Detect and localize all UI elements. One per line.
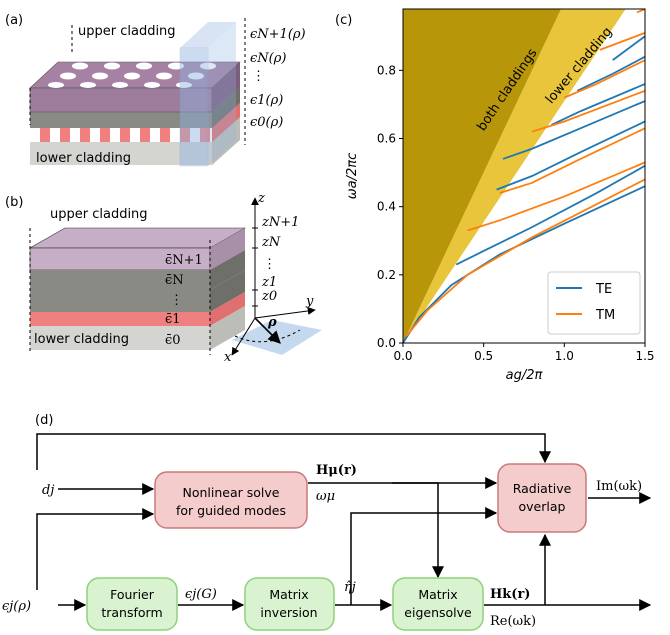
- y-tick-label: 0.0: [377, 336, 396, 350]
- x-axis-label: x: [224, 350, 232, 365]
- tm-band-1: [405, 178, 646, 337]
- panel-d: (d) Nonlinear solve for guided modes: [2, 413, 652, 631]
- xy-plane: [232, 320, 322, 355]
- panel-b-label: (b): [5, 195, 23, 210]
- eps-N1-label-a: ϵN+1(ρ): [250, 27, 306, 42]
- x-tick-label: 0.5: [474, 349, 493, 363]
- y-tick-label: 0.8: [377, 63, 396, 77]
- svg-text:Matrix: Matrix: [418, 587, 457, 602]
- eps-bar-0-label: ϵ̄0: [165, 333, 181, 348]
- zN1-label: zN+1: [261, 215, 299, 230]
- y-axis-title: ωa/2πc: [345, 153, 360, 199]
- H-mu-label: Hμ(r): [316, 463, 357, 478]
- svg-text:Radiative: Radiative: [513, 481, 572, 496]
- te-band-5: [551, 83, 646, 126]
- eps-jG-label: ϵj(G): [185, 587, 217, 602]
- lower-cladding-label-b: lower cladding: [34, 332, 129, 347]
- z-axis-label: z: [257, 191, 265, 206]
- vdots-z: ⋮: [263, 257, 276, 272]
- te-band-4: [502, 100, 646, 160]
- x-tick-label: 1.5: [635, 349, 654, 363]
- arrow-nonlinear-to-eigensolve: [392, 482, 444, 579]
- eps-N-label-a: ϵN(ρ): [250, 51, 286, 66]
- svg-text:Matrix: Matrix: [269, 587, 308, 602]
- re-omega-label: Re(ωk): [490, 614, 536, 629]
- y-tick-label: 0.6: [377, 132, 396, 146]
- light-cone-lower: [403, 9, 626, 343]
- x-axis-title: ag/2π: [506, 368, 543, 383]
- eps-bar-N-label: ϵ̄N: [165, 273, 184, 288]
- te-band-7: [612, 35, 646, 61]
- im-omega-label: Im(ωk): [596, 479, 642, 494]
- y-tick-label: 0.4: [377, 200, 396, 214]
- svg-text:eigensolve: eigensolve: [404, 605, 472, 620]
- box-matrix-eigensolve: Matrix eigensolve: [392, 577, 484, 631]
- panel-d-label: (d): [35, 413, 53, 428]
- vdots-a: ⋮: [252, 69, 265, 84]
- eps-bar-1-label: ϵ̄1: [165, 312, 181, 327]
- eps-1-label-a: ϵ1(ρ): [250, 93, 283, 108]
- x-tick-label: 0.0: [393, 349, 412, 363]
- plot-frame: [402, 8, 646, 344]
- te-band-2: [455, 164, 646, 266]
- upper-cladding-label-b: upper cladding: [50, 207, 148, 222]
- upper-cladding-label-a: upper cladding: [78, 24, 176, 39]
- tm-band-2: [467, 161, 646, 232]
- arrow-dj-to-radiative: [36, 433, 551, 470]
- svg-text:for guided modes: for guided modes: [176, 503, 286, 518]
- eta-j-label: η̂j: [344, 580, 356, 595]
- tm-band-4: [531, 89, 646, 133]
- omega-mu-label: ωμ: [316, 489, 335, 504]
- eps-0-label-a: ϵ0(ρ): [250, 115, 283, 130]
- air-holes: [48, 62, 216, 88]
- panel-a-label: (a): [5, 13, 23, 28]
- svg-text:transform: transform: [101, 605, 162, 620]
- eps-j-label: ϵj(ρ): [2, 599, 31, 614]
- tm-band-7: [636, 8, 646, 14]
- x-tick-label: 1.0: [555, 349, 574, 363]
- eps-bar-N1-label: ϵ̄N+1: [165, 253, 203, 268]
- svg-text:Fourier: Fourier: [110, 587, 155, 602]
- te-band-3: [496, 120, 646, 191]
- panel-a: (a): [5, 13, 306, 167]
- box-radiative-overlap: Radiative overlap: [497, 463, 587, 533]
- box-fourier-transform: Fourier transform: [86, 577, 178, 631]
- te-band-6: [576, 55, 646, 92]
- vdots-b: ⋮: [170, 293, 183, 308]
- legend-label-tm: TM: [595, 308, 615, 323]
- lower-cladding-label-a: lower cladding: [36, 151, 131, 166]
- z0-label: z0: [261, 289, 277, 304]
- legend-box: [547, 271, 641, 335]
- dj-label: dj: [42, 483, 54, 498]
- legend-label-te: TE: [595, 282, 612, 297]
- zN-label: zN: [261, 235, 281, 250]
- arrow-eps-to-nonlinear: [36, 508, 155, 590]
- svg-text:overlap: overlap: [519, 499, 566, 514]
- y-axis-label: y: [305, 294, 314, 309]
- svg-text:Nonlinear solve: Nonlinear solve: [183, 485, 280, 500]
- panel-c-label: (c): [335, 13, 352, 28]
- arrow-eta-to-radiative: [350, 507, 498, 605]
- H-k-label: Hk(r): [490, 587, 530, 602]
- z1-label: z1: [261, 275, 277, 290]
- box-nonlinear-solve: Nonlinear solve for guided modes: [154, 471, 308, 529]
- svg-text:inversion: inversion: [260, 605, 317, 620]
- box-matrix-inversion: Matrix inversion: [244, 577, 335, 631]
- tm-band-3: [499, 127, 646, 194]
- y-tick-label: 0.2: [377, 268, 396, 282]
- rho-label: ρ: [267, 315, 277, 330]
- tm-band-6: [599, 32, 646, 51]
- tm-band-5: [563, 59, 646, 99]
- panel-b: (b) upper cladding ϵ̄N+1 ϵ̄N ⋮ ϵ̄1 ϵ̄0 l…: [5, 191, 322, 365]
